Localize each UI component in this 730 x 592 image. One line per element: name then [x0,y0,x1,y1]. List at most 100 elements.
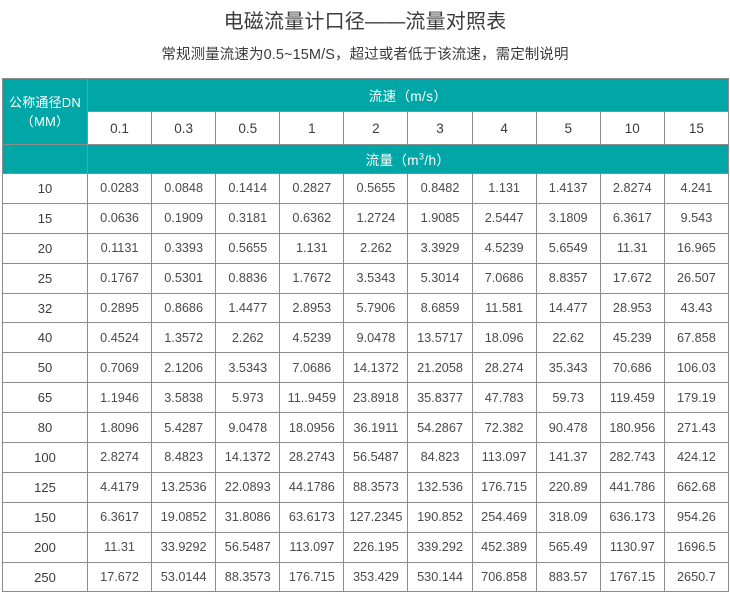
corner-header-dn: 公称通径DN （MM） [2,78,88,145]
flow-value-cell: 2.8274 [599,173,665,204]
flow-value-cell: 3.5343 [343,262,409,294]
flow-band-prefix: 流量（m [365,153,419,168]
flow-value-cell: 119.459 [599,382,665,414]
flow-value-cell: 11..9459 [279,382,345,414]
flow-value-cell: 1.131 [471,173,537,204]
flow-value-cell: 31.8086 [215,501,281,533]
dn-cell: 250 [2,561,88,592]
flow-value-cell: 2.5447 [471,202,537,234]
flow-value-cell: 26.507 [663,262,729,294]
flow-value-cell: 282.743 [599,442,665,473]
flow-value-cell: 11.31 [599,232,665,264]
flow-value-cell: 7.0686 [471,262,537,294]
flow-value-cell: 0.5301 [151,262,217,294]
flow-band-spacer [2,144,88,174]
flow-value-cell: 88.3573 [215,561,281,592]
velocity-header-0: 0.1 [86,111,153,145]
flow-band-header: 流量（m3/h） [87,144,729,174]
flow-comparison-table: 公称通径DN （MM） 流速（m/s） 0.1 0.3 0.5 1 2 3 4 … [2,78,729,592]
flow-value-cell: 1.9085 [407,202,473,234]
flow-value-cell: 22.0893 [215,471,281,503]
velocity-header-6: 4 [471,111,537,145]
flow-value-cell: 0.0636 [86,202,153,234]
flow-value-cell: 706.858 [471,561,537,592]
flow-value-cell: 318.09 [535,501,601,533]
flow-value-cell: 11.31 [86,531,153,563]
flow-value-cell: 132.536 [407,471,473,503]
flow-value-cell: 14.1372 [343,352,409,384]
flow-value-cell: 113.097 [279,531,345,563]
flow-value-cell: 13.2536 [151,471,217,503]
table-row: 125 4.4179 13.2536 22.0893 44.1786 88.3573 132… [2,471,729,503]
flow-value-cell: 0.1909 [151,202,217,234]
dn-cell: 40 [2,322,88,354]
dn-cell: 15 [2,202,88,234]
flow-value-cell: 0.0283 [86,173,153,204]
flow-value-cell: 67.858 [663,322,729,354]
flow-value-cell: 28.953 [599,292,665,324]
flow-value-cell: 56.5487 [343,442,409,473]
velocity-header-4: 2 [343,111,409,145]
flow-value-cell: 36.1911 [343,412,409,444]
flow-value-cell: 28.2743 [279,442,345,473]
flow-value-cell: 2.1206 [151,352,217,384]
flow-value-cell: 271.43 [663,412,729,444]
flow-value-cell: 1.8096 [86,412,153,444]
flow-value-cell: 1696.5 [663,531,729,563]
dn-cell: 125 [2,471,88,503]
velocity-header-3: 1 [279,111,345,145]
flow-value-cell: 0.8836 [215,262,281,294]
flow-value-cell: 0.8686 [151,292,217,324]
flow-value-cell: 23.8918 [343,382,409,414]
flow-value-cell: 0.4524 [86,322,153,354]
table-row: 65 1.1946 3.5838 5.973 11..9459 23.8918 35.837… [2,382,729,414]
flow-value-cell: 54.2867 [407,412,473,444]
flow-value-cell: 17.672 [86,561,153,592]
flow-value-cell: 11.581 [471,292,537,324]
table-row: 200 11.31 33.9292 56.5487 113.097 226.195 339.… [2,531,729,563]
flow-value-cell: 7.0686 [279,352,345,384]
table-row: 15 0.0636 0.1909 0.3181 0.6362 1.2724 1.9085 2.… [2,202,729,234]
flow-value-cell: 17.672 [599,262,665,294]
corner-header-line2: （MM） [20,113,70,129]
flow-value-cell: 35.8377 [407,382,473,414]
flow-value-cell: 0.8482 [407,173,473,204]
flow-value-cell: 339.292 [407,531,473,563]
flow-value-cell: 14.477 [535,292,601,324]
flow-value-cell: 6.3617 [599,202,665,234]
flow-value-cell: 176.715 [279,561,345,592]
table-container: 公称通径DN （MM） 流速（m/s） 0.1 0.3 0.5 1 2 3 4 … [0,78,730,592]
flow-value-cell: 59.73 [535,382,601,414]
flow-value-cell: 45.239 [599,322,665,354]
table-row: 10 0.0283 0.0848 0.1414 0.2827 0.5655 0.8482 1.… [2,173,729,204]
table-row: 20 0.1131 0.3393 0.5655 1.131 2.262 3.3929 4.52… [2,232,729,264]
flow-value-cell: 254.469 [471,501,537,533]
flow-value-cell: 33.9292 [151,531,217,563]
flow-value-cell: 88.3573 [343,471,409,503]
flow-value-cell: 5.3014 [407,262,473,294]
page-title: 电磁流量计口径——流量对照表 [223,11,507,33]
dn-cell: 25 [2,262,88,294]
flow-value-cell: 0.1131 [86,232,153,264]
flow-value-cell: 19.0852 [151,501,217,533]
flow-value-cell: 47.783 [471,382,537,414]
title-block: 电磁流量计口径——流量对照表 常规测量流速为0.5~15M/S，超过或者低于该流… [0,0,730,66]
flow-value-cell: 14.1372 [215,442,281,473]
flow-value-cell: 22.62 [535,322,601,354]
dn-cell: 50 [2,352,88,384]
flow-value-cell: 353.429 [343,561,409,592]
flow-value-cell: 0.1767 [86,262,153,294]
dn-cell: 10 [2,173,88,204]
dn-cell: 200 [2,531,88,563]
flow-value-cell: 0.5655 [343,173,409,204]
flow-value-cell: 28.274 [471,352,537,384]
flow-value-cell: 565.49 [535,531,601,563]
velocity-group-header: 流速（m/s） [87,78,729,112]
flow-value-cell: 53.0144 [151,561,217,592]
header-row-velocities: 0.1 0.3 0.5 1 2 3 4 5 10 15 [3,111,729,145]
table-row: 80 1.8096 5.4287 9.0478 18.0956 36.1911 54.286… [2,412,729,444]
flow-value-cell: 106.03 [663,352,729,384]
flow-value-cell: 44.1786 [279,471,345,503]
flow-value-cell: 3.5343 [215,352,281,384]
